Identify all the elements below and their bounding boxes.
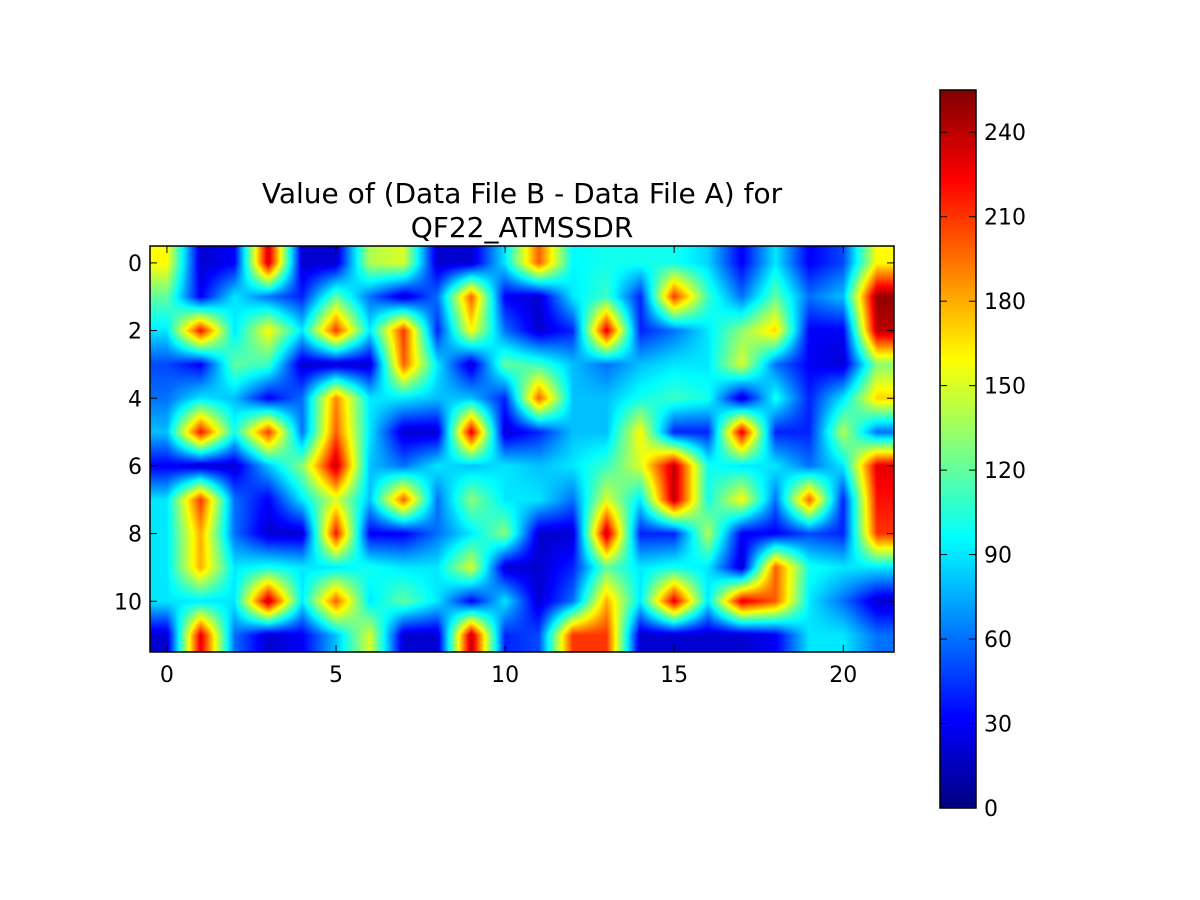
heatmap-frame [149,245,895,653]
y-axis-ticks: 0 2 4 6 8 10 [114,252,894,615]
y-tick-label: 6 [128,455,142,480]
x-tick-label: 5 [329,663,343,688]
colorbar-gradient-container [940,90,976,808]
y-tick-label: 4 [128,387,142,412]
colorbar-tick-label: 30 [984,713,1012,738]
heatmap-image [150,246,894,652]
y-tick-label: 0 [128,252,142,277]
colorbar-tick-label: 240 [984,121,1026,146]
chart-title: Value of (Data File B - Data File A) for… [262,177,783,244]
chart-title-line-2: QF22_ATMSSDR [411,211,634,244]
y-tick-label: 10 [114,590,142,615]
colorbar-tick-label: 120 [984,459,1026,484]
colorbar-tick-label: 210 [984,206,1026,231]
colorbar-tick-label: 150 [984,375,1026,400]
colorbar-tick-label: 90 [984,544,1012,569]
colorbar-frame [939,89,977,809]
colorbar: 0 30 60 90 120 150 180 210 240 [939,89,1026,822]
y-tick-label: 2 [128,320,142,345]
heatmap-area: 0 5 10 15 20 0 2 4 6 8 10 [114,245,895,688]
colorbar-gradient [940,90,976,808]
colorbar-tick-label: 60 [984,628,1012,653]
colorbar-tick-label: 180 [984,290,1026,315]
x-axis-ticks: 0 5 10 15 20 [160,246,857,688]
colorbar-ticks: 0 30 60 90 120 150 180 210 240 [940,121,1026,822]
y-tick-label: 8 [128,523,142,548]
x-tick-label: 0 [160,663,174,688]
x-tick-label: 10 [491,663,519,688]
x-tick-label: 20 [829,663,857,688]
chart-title-line-1: Value of (Data File B - Data File A) for [262,177,783,210]
colorbar-tick-label: 0 [984,797,998,822]
x-tick-label: 15 [660,663,688,688]
heatmap-image-container [150,246,894,652]
